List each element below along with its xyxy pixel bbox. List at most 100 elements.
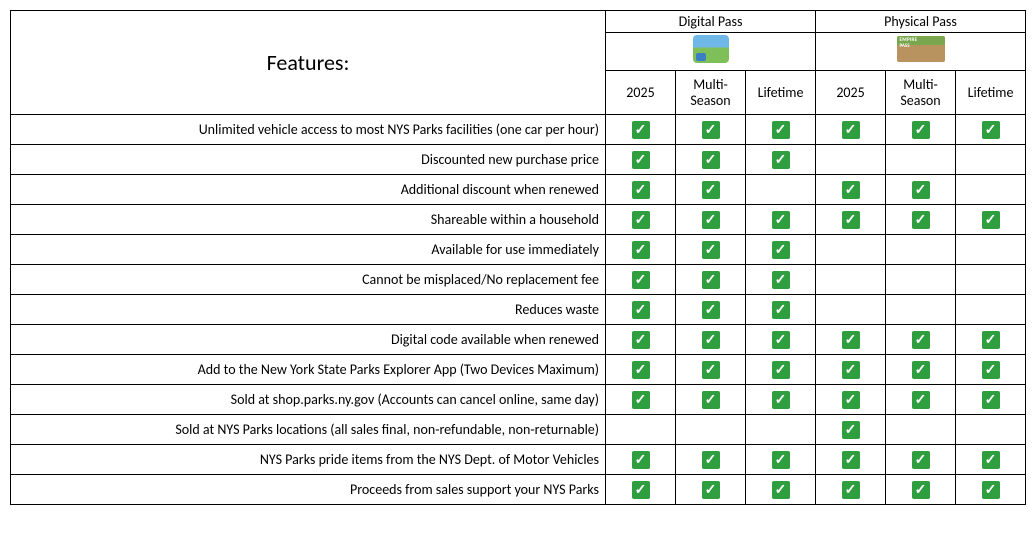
check-cell: ✓ <box>676 445 746 475</box>
table-row: Proceeds from sales support your NYS Par… <box>11 475 1026 505</box>
feature-label: Reduces waste <box>11 295 606 325</box>
check-cell: ✓ <box>956 385 1026 415</box>
check-cell: ✓ <box>746 235 816 265</box>
check-cell <box>816 295 886 325</box>
checkmark-icon: ✓ <box>702 151 720 169</box>
check-cell: ✓ <box>816 205 886 235</box>
checkmark-icon: ✓ <box>912 481 930 499</box>
digital-pass-icon-cell <box>606 33 816 71</box>
check-cell: ✓ <box>676 355 746 385</box>
checkmark-icon: ✓ <box>842 391 860 409</box>
table-row: Discounted new purchase price✓✓✓ <box>11 145 1026 175</box>
checkmark-icon: ✓ <box>632 151 650 169</box>
sub-header: Lifetime <box>746 71 816 115</box>
table-row: Digital code available when renewed✓✓✓✓✓… <box>11 325 1026 355</box>
table-row: Sold at NYS Parks locations (all sales f… <box>11 415 1026 445</box>
check-cell: ✓ <box>606 355 676 385</box>
check-cell: ✓ <box>746 325 816 355</box>
check-cell <box>746 415 816 445</box>
check-cell: ✓ <box>606 445 676 475</box>
check-cell: ✓ <box>886 175 956 205</box>
feature-label: Sold at shop.parks.ny.gov (Accounts can … <box>11 385 606 415</box>
check-cell <box>816 145 886 175</box>
checkmark-icon: ✓ <box>702 181 720 199</box>
check-cell: ✓ <box>746 355 816 385</box>
check-cell: ✓ <box>956 205 1026 235</box>
checkmark-icon: ✓ <box>982 451 1000 469</box>
check-cell: ✓ <box>606 235 676 265</box>
check-cell: ✓ <box>676 145 746 175</box>
check-cell: ✓ <box>746 295 816 325</box>
checkmark-icon: ✓ <box>912 391 930 409</box>
check-cell: ✓ <box>816 475 886 505</box>
checkmark-icon: ✓ <box>842 361 860 379</box>
check-cell: ✓ <box>746 475 816 505</box>
feature-label: Proceeds from sales support your NYS Par… <box>11 475 606 505</box>
table-row: Reduces waste✓✓✓ <box>11 295 1026 325</box>
checkmark-icon: ✓ <box>912 211 930 229</box>
sub-header: 2025 <box>606 71 676 115</box>
sub-header: Multi-Season <box>676 71 746 115</box>
table-row: Sold at shop.parks.ny.gov (Accounts can … <box>11 385 1026 415</box>
sub-header: Multi-Season <box>886 71 956 115</box>
checkmark-icon: ✓ <box>772 211 790 229</box>
table-row: Shareable within a household✓✓✓✓✓✓ <box>11 205 1026 235</box>
checkmark-icon: ✓ <box>632 271 650 289</box>
checkmark-icon: ✓ <box>842 451 860 469</box>
check-cell <box>816 235 886 265</box>
check-cell: ✓ <box>606 115 676 145</box>
check-cell: ✓ <box>676 175 746 205</box>
table-row: Additional discount when renewed✓✓✓✓ <box>11 175 1026 205</box>
check-cell <box>956 235 1026 265</box>
checkmark-icon: ✓ <box>632 211 650 229</box>
checkmark-icon: ✓ <box>632 451 650 469</box>
checkmark-icon: ✓ <box>772 391 790 409</box>
table-row: Add to the New York State Parks Explorer… <box>11 355 1026 385</box>
check-cell: ✓ <box>606 205 676 235</box>
feature-label: Digital code available when renewed <box>11 325 606 355</box>
check-cell: ✓ <box>816 415 886 445</box>
check-cell: ✓ <box>606 175 676 205</box>
feature-label: Sold at NYS Parks locations (all sales f… <box>11 415 606 445</box>
check-cell: ✓ <box>606 145 676 175</box>
check-cell <box>956 145 1026 175</box>
check-cell: ✓ <box>676 115 746 145</box>
comparison-table: Features: Digital Pass Physical Pass 202… <box>10 10 1026 505</box>
checkmark-icon: ✓ <box>982 391 1000 409</box>
check-cell: ✓ <box>816 385 886 415</box>
check-cell: ✓ <box>886 475 956 505</box>
digital-pass-icon <box>693 35 729 63</box>
checkmark-icon: ✓ <box>842 421 860 439</box>
checkmark-icon: ✓ <box>702 481 720 499</box>
check-cell: ✓ <box>886 325 956 355</box>
check-cell: ✓ <box>606 325 676 355</box>
check-cell: ✓ <box>886 355 956 385</box>
features-header: Features: <box>11 11 606 115</box>
table-body: Unlimited vehicle access to most NYS Par… <box>11 115 1026 505</box>
checkmark-icon: ✓ <box>632 181 650 199</box>
table-row: Available for use immediately✓✓✓ <box>11 235 1026 265</box>
check-cell: ✓ <box>816 175 886 205</box>
feature-label: Cannot be misplaced/No replacement fee <box>11 265 606 295</box>
sub-header: Lifetime <box>956 71 1026 115</box>
feature-label: Discounted new purchase price <box>11 145 606 175</box>
checkmark-icon: ✓ <box>772 241 790 259</box>
checkmark-icon: ✓ <box>912 181 930 199</box>
check-cell: ✓ <box>676 475 746 505</box>
check-cell: ✓ <box>816 355 886 385</box>
checkmark-icon: ✓ <box>632 301 650 319</box>
check-cell: ✓ <box>956 355 1026 385</box>
checkmark-icon: ✓ <box>702 211 720 229</box>
check-cell: ✓ <box>746 205 816 235</box>
physical-pass-icon <box>897 36 945 62</box>
checkmark-icon: ✓ <box>702 361 720 379</box>
check-cell: ✓ <box>606 265 676 295</box>
checkmark-icon: ✓ <box>912 331 930 349</box>
checkmark-icon: ✓ <box>982 121 1000 139</box>
checkmark-icon: ✓ <box>772 301 790 319</box>
checkmark-icon: ✓ <box>772 451 790 469</box>
sub-header: 2025 <box>816 71 886 115</box>
checkmark-icon: ✓ <box>632 391 650 409</box>
checkmark-icon: ✓ <box>772 271 790 289</box>
check-cell: ✓ <box>676 325 746 355</box>
